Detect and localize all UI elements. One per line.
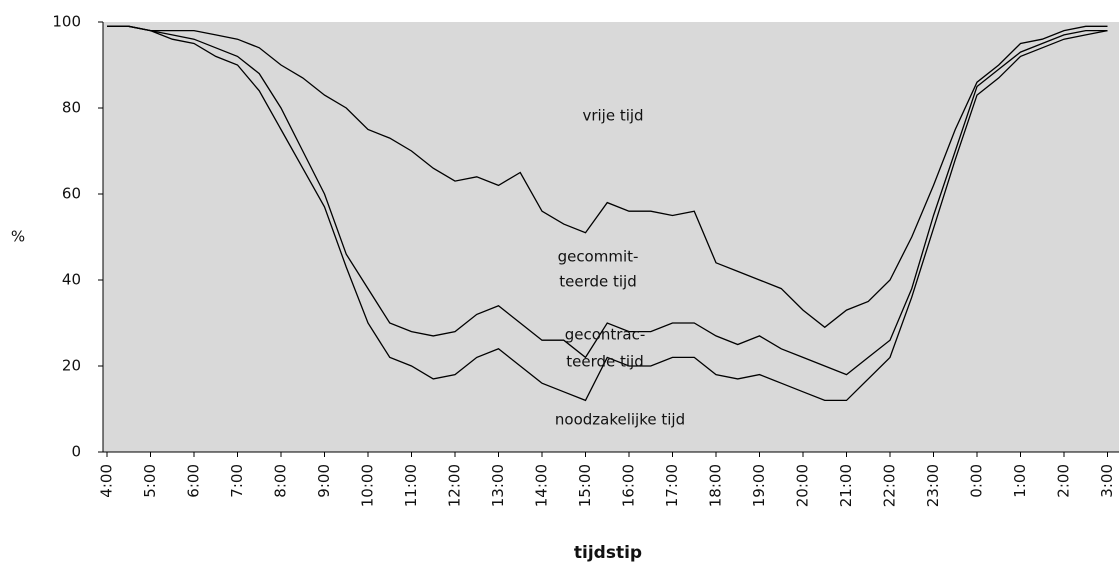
x-tick-label: 2:00 (1055, 464, 1073, 498)
x-tick-label: 13:00 (489, 464, 507, 507)
x-tick-label: 1:00 (1011, 464, 1029, 498)
x-tick-label: 17:00 (663, 464, 681, 507)
annotation: gecontrac- (565, 326, 646, 344)
x-tick-label: 4:00 (98, 464, 116, 498)
x-tick-label: 18:00 (707, 464, 725, 507)
y-tick-label: 40 (62, 271, 81, 289)
x-tick-label: 22:00 (881, 464, 899, 507)
y-tick-label: 0 (71, 443, 81, 461)
annotation: vrije tijd (582, 107, 643, 125)
x-tick-label: 23:00 (924, 464, 942, 507)
x-tick-label: 14:00 (533, 464, 551, 507)
x-tick-label: 6:00 (185, 464, 203, 498)
x-tick-label: 5:00 (141, 464, 159, 498)
x-tick-label: 7:00 (228, 464, 246, 498)
y-tick-label: 20 (62, 357, 81, 375)
annotation: gecommit- (558, 248, 639, 266)
series-line (107, 25, 1108, 402)
y-tick-label: 100 (52, 13, 81, 31)
series-line (107, 25, 1108, 329)
x-tick-label: 15:00 (576, 464, 594, 507)
y-tick-label: 80 (62, 99, 81, 117)
x-tick-label: 21:00 (837, 464, 855, 507)
y-axis-label: % (11, 228, 25, 246)
x-tick-label: 3:00 (1098, 464, 1116, 498)
x-tick-label: 12:00 (446, 464, 464, 507)
x-tick-label: 19:00 (750, 464, 768, 507)
x-tick-label: 16:00 (620, 464, 638, 507)
x-tick-label: 11:00 (402, 464, 420, 507)
y-tick-label: 60 (62, 185, 81, 203)
annotation: noodzakelijke tijd (555, 411, 685, 429)
x-tick-label: 10:00 (359, 464, 377, 507)
x-tick-label: 8:00 (272, 464, 290, 498)
x-tick-label: 9:00 (315, 464, 333, 498)
x-tick-label: 20:00 (794, 464, 812, 507)
series-line (107, 25, 1108, 376)
annotation: teerde tijd (559, 273, 637, 291)
annotation: teerde tijd (566, 353, 644, 371)
x-axis-label: tijdstip (574, 543, 642, 563)
x-tick-label: 0:00 (968, 464, 986, 498)
